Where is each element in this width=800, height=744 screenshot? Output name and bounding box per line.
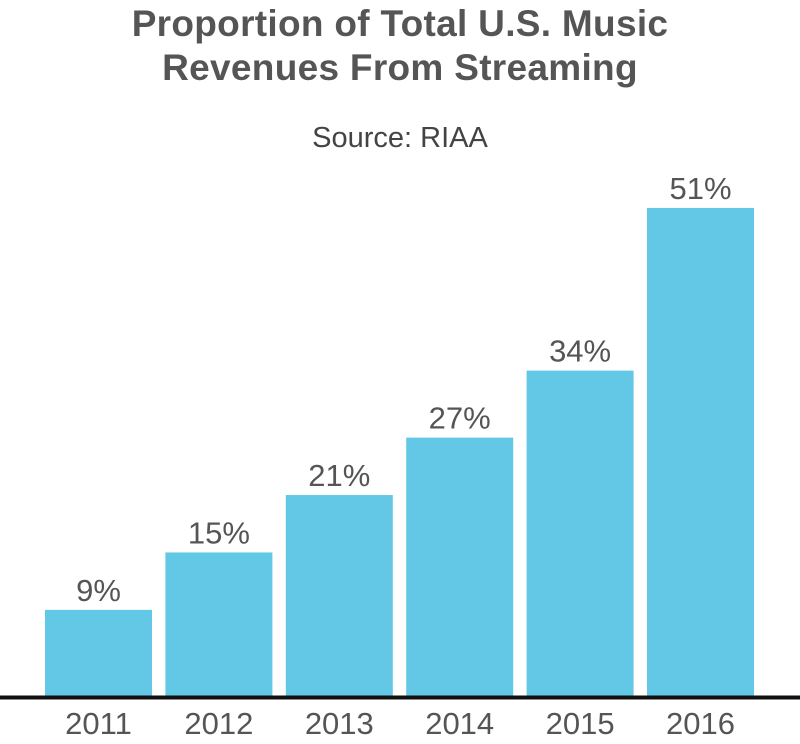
chart-title: Proportion of Total U.S. Music Revenues …: [0, 2, 800, 90]
bar-2013: [285, 495, 393, 696]
data-label-2013: 21%: [308, 458, 370, 493]
x-tick-label-2013: 2013: [305, 706, 374, 741]
chart-subtitle: Source: RIAA: [312, 122, 488, 154]
chart-title-line-2: Revenues From Streaming: [162, 47, 638, 88]
chart-title-line-1: Proportion of Total U.S. Music: [131, 3, 669, 44]
x-tick-label-2016: 2016: [666, 706, 735, 741]
x-tick-label-2011: 2011: [65, 706, 132, 741]
bar-2012: [165, 552, 273, 696]
data-label-2016: 51%: [669, 171, 731, 206]
data-label-2011: 9%: [76, 573, 121, 608]
bar-2016: [647, 207, 754, 696]
data-label-2012: 15%: [188, 515, 250, 550]
data-label-2015: 34%: [549, 334, 611, 369]
x-tick-label-2014: 2014: [425, 706, 494, 741]
bar-2011: [45, 609, 152, 696]
data-label-2014: 27%: [429, 401, 491, 436]
x-tick-label-2012: 2012: [184, 706, 253, 741]
bar-2015: [526, 370, 634, 696]
bar-2014: [406, 437, 514, 696]
x-tick-label-2015: 2015: [546, 706, 615, 741]
